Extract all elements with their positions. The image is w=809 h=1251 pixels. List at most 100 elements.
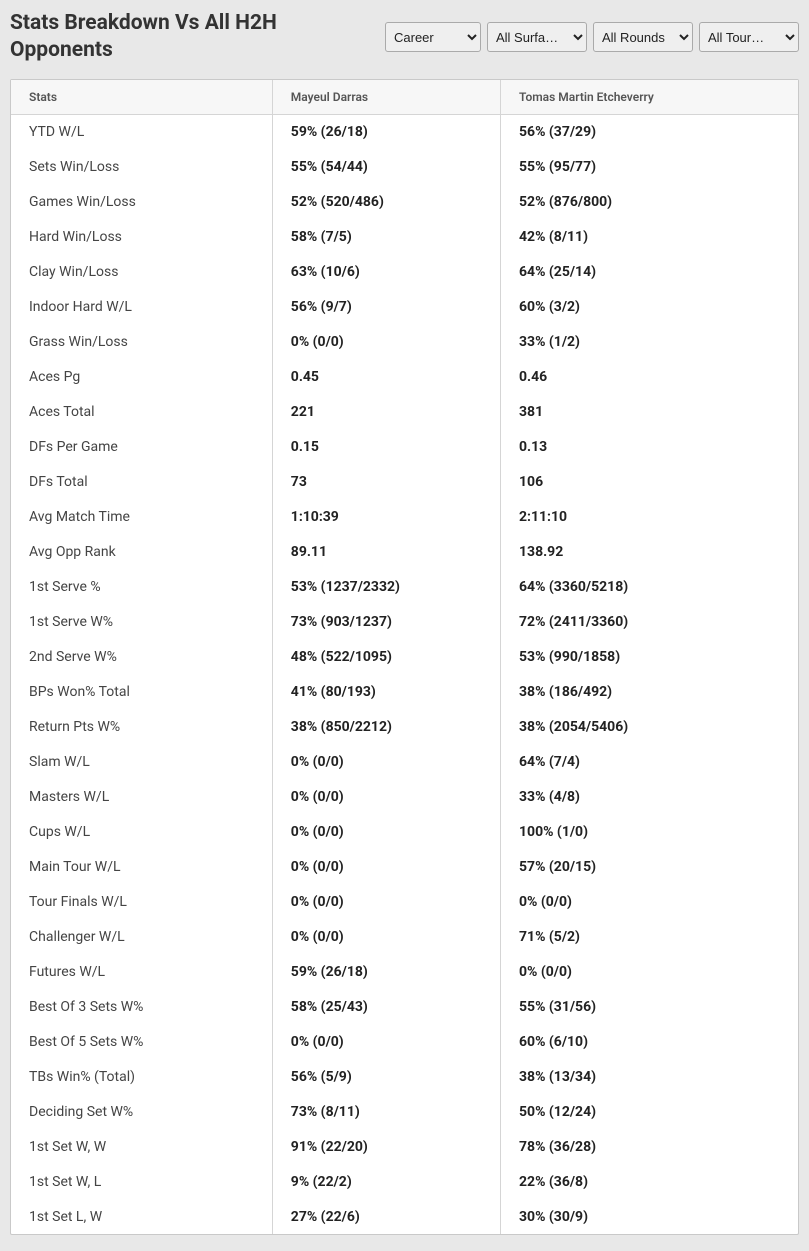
player2-value: 0.46 <box>501 359 799 394</box>
stat-label: TBs Win% (Total) <box>11 1059 272 1094</box>
filter-bar: Career All Surfa… All Rounds All Tour… <box>385 22 799 52</box>
stat-label: Best Of 3 Sets W% <box>11 989 272 1024</box>
rounds-select[interactable]: All Rounds <box>593 22 693 52</box>
stat-label: 1st Set W, W <box>11 1129 272 1164</box>
header-player1: Mayeul Darras <box>272 80 500 115</box>
table-row: Avg Opp Rank89.11138.92 <box>11 534 798 569</box>
table-row: Tour Finals W/L0% (0/0)0% (0/0) <box>11 884 798 919</box>
player1-value: 0.45 <box>272 359 500 394</box>
player1-value: 221 <box>272 394 500 429</box>
player1-value: 0.15 <box>272 429 500 464</box>
table-row: 1st Serve W%73% (903/1237)72% (2411/3360… <box>11 604 798 639</box>
table-row: DFs Total73106 <box>11 464 798 499</box>
table-row: 1st Set L, W27% (22/6)30% (30/9) <box>11 1199 798 1234</box>
stat-label: Hard Win/Loss <box>11 219 272 254</box>
player2-value: 2:11:10 <box>501 499 799 534</box>
player2-value: 78% (36/28) <box>501 1129 799 1164</box>
player1-value: 0% (0/0) <box>272 919 500 954</box>
table-row: BPs Won% Total41% (80/193)38% (186/492) <box>11 674 798 709</box>
player2-value: 100% (1/0) <box>501 814 799 849</box>
player2-value: 64% (25/14) <box>501 254 799 289</box>
player2-value: 64% (3360/5218) <box>501 569 799 604</box>
player2-value: 55% (95/77) <box>501 149 799 184</box>
player1-value: 73% (8/11) <box>272 1094 500 1129</box>
table-row: 1st Serve %53% (1237/2332)64% (3360/5218… <box>11 569 798 604</box>
player2-value: 138.92 <box>501 534 799 569</box>
player1-value: 56% (9/7) <box>272 289 500 324</box>
player1-value: 0% (0/0) <box>272 744 500 779</box>
table-row: Clay Win/Loss63% (10/6)64% (25/14) <box>11 254 798 289</box>
stat-label: Cups W/L <box>11 814 272 849</box>
table-row: Masters W/L0% (0/0)33% (4/8) <box>11 779 798 814</box>
surface-select[interactable]: All Surfa… <box>487 22 587 52</box>
player2-value: 64% (7/4) <box>501 744 799 779</box>
table-row: Hard Win/Loss58% (7/5)42% (8/11) <box>11 219 798 254</box>
career-select[interactable]: Career <box>385 22 481 52</box>
page-title: Stats Breakdown Vs All H2H Opponents <box>10 10 370 65</box>
stat-label: 1st Set W, L <box>11 1164 272 1199</box>
table-row: 1st Set W, W91% (22/20)78% (36/28) <box>11 1129 798 1164</box>
stat-label: Masters W/L <box>11 779 272 814</box>
stat-label: Avg Opp Rank <box>11 534 272 569</box>
player1-value: 53% (1237/2332) <box>272 569 500 604</box>
player2-value: 57% (20/15) <box>501 849 799 884</box>
player1-value: 58% (25/43) <box>272 989 500 1024</box>
table-row: Main Tour W/L0% (0/0)57% (20/15) <box>11 849 798 884</box>
player1-value: 59% (26/18) <box>272 114 500 149</box>
table-row: Avg Match Time1:10:392:11:10 <box>11 499 798 534</box>
stat-label: YTD W/L <box>11 114 272 149</box>
table-row: Aces Pg0.450.46 <box>11 359 798 394</box>
player2-value: 0% (0/0) <box>501 954 799 989</box>
table-row: YTD W/L59% (26/18)56% (37/29) <box>11 114 798 149</box>
table-row: Aces Total221381 <box>11 394 798 429</box>
player2-value: 106 <box>501 464 799 499</box>
stat-label: DFs Per Game <box>11 429 272 464</box>
stat-label: Best Of 5 Sets W% <box>11 1024 272 1059</box>
player2-value: 52% (876/800) <box>501 184 799 219</box>
stat-label: Futures W/L <box>11 954 272 989</box>
table-header-row: Stats Mayeul Darras Tomas Martin Etcheve… <box>11 80 798 115</box>
player1-value: 41% (80/193) <box>272 674 500 709</box>
player1-value: 56% (5/9) <box>272 1059 500 1094</box>
stat-label: 1st Set L, W <box>11 1199 272 1234</box>
stat-label: 1st Serve % <box>11 569 272 604</box>
table-row: Cups W/L0% (0/0)100% (1/0) <box>11 814 798 849</box>
stat-label: BPs Won% Total <box>11 674 272 709</box>
stat-label: Indoor Hard W/L <box>11 289 272 324</box>
stat-label: Return Pts W% <box>11 709 272 744</box>
player2-value: 381 <box>501 394 799 429</box>
table-row: Indoor Hard W/L56% (9/7)60% (3/2) <box>11 289 798 324</box>
player1-value: 91% (22/20) <box>272 1129 500 1164</box>
tour-select[interactable]: All Tour… <box>699 22 799 52</box>
header-stats: Stats <box>11 80 272 115</box>
player2-value: 30% (30/9) <box>501 1199 799 1234</box>
stat-label: Clay Win/Loss <box>11 254 272 289</box>
table-row: DFs Per Game0.150.13 <box>11 429 798 464</box>
header-player2: Tomas Martin Etcheverry <box>501 80 799 115</box>
player1-value: 48% (522/1095) <box>272 639 500 674</box>
table-row: Challenger W/L0% (0/0)71% (5/2) <box>11 919 798 954</box>
player2-value: 38% (13/34) <box>501 1059 799 1094</box>
table-row: Best Of 3 Sets W%58% (25/43)55% (31/56) <box>11 989 798 1024</box>
stat-label: Grass Win/Loss <box>11 324 272 359</box>
player1-value: 0% (0/0) <box>272 324 500 359</box>
player2-value: 53% (990/1858) <box>501 639 799 674</box>
table-row: Best Of 5 Sets W%0% (0/0)60% (6/10) <box>11 1024 798 1059</box>
stat-label: Aces Total <box>11 394 272 429</box>
stat-label: 2nd Serve W% <box>11 639 272 674</box>
stats-table: Stats Mayeul Darras Tomas Martin Etcheve… <box>11 80 798 1235</box>
player2-value: 60% (3/2) <box>501 289 799 324</box>
player2-value: 55% (31/56) <box>501 989 799 1024</box>
table-row: Grass Win/Loss0% (0/0)33% (1/2) <box>11 324 798 359</box>
table-row: TBs Win% (Total)56% (5/9)38% (13/34) <box>11 1059 798 1094</box>
stat-label: Games Win/Loss <box>11 184 272 219</box>
player2-value: 71% (5/2) <box>501 919 799 954</box>
player1-value: 58% (7/5) <box>272 219 500 254</box>
player1-value: 0% (0/0) <box>272 1024 500 1059</box>
player2-value: 33% (1/2) <box>501 324 799 359</box>
table-row: Return Pts W%38% (850/2212)38% (2054/540… <box>11 709 798 744</box>
player1-value: 0% (0/0) <box>272 779 500 814</box>
stat-label: Deciding Set W% <box>11 1094 272 1129</box>
stat-label: Main Tour W/L <box>11 849 272 884</box>
stat-label: DFs Total <box>11 464 272 499</box>
